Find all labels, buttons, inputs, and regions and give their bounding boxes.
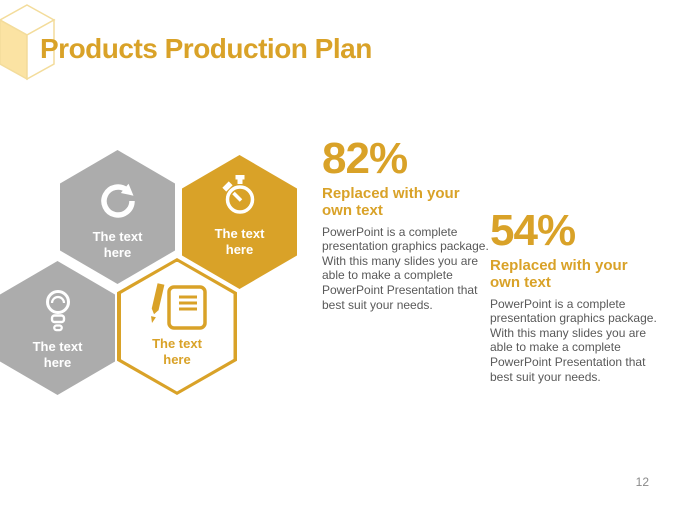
stat-body: PowerPoint is a complete presentation gr… — [490, 296, 657, 384]
stat-block-54: 54% Replaced with your own text PowerPoi… — [490, 209, 662, 384]
stopwatch-icon — [221, 175, 254, 214]
hexagon-stopwatch: The text here — [182, 155, 297, 289]
pen-document-icon-box — [145, 283, 209, 331]
refresh-icon-box — [97, 178, 139, 224]
lightbulb-icon — [45, 290, 70, 332]
hexagon-refresh: The text here — [60, 150, 175, 284]
stopwatch-icon-box — [217, 175, 263, 221]
stat-value: 54% — [490, 206, 576, 255]
stat-heading: Replaced with your own text — [490, 257, 628, 292]
hexagon-pen-document: The text here — [117, 258, 237, 395]
lightbulb-icon-box — [43, 288, 73, 334]
cube-icon — [0, 4, 56, 81]
hexagon-label: The text here — [152, 336, 202, 368]
hexagon-label: The text here — [92, 229, 143, 261]
pen-document-icon — [151, 283, 207, 330]
hexagon-lightbulb: The text here — [0, 261, 115, 395]
hexagon-label: The text here — [32, 339, 83, 371]
stat-value: 82% — [322, 134, 408, 183]
hexagon-label: The text here — [214, 226, 265, 258]
stat-block-82: 82% Replaced with your own text PowerPoi… — [322, 137, 494, 312]
page-title: Products Production Plan — [40, 33, 372, 64]
stat-heading: Replaced with your own text — [322, 185, 460, 220]
refresh-icon — [100, 183, 135, 218]
page-number: 12 — [635, 475, 649, 489]
stat-body: PowerPoint is a complete presentation gr… — [322, 224, 489, 312]
